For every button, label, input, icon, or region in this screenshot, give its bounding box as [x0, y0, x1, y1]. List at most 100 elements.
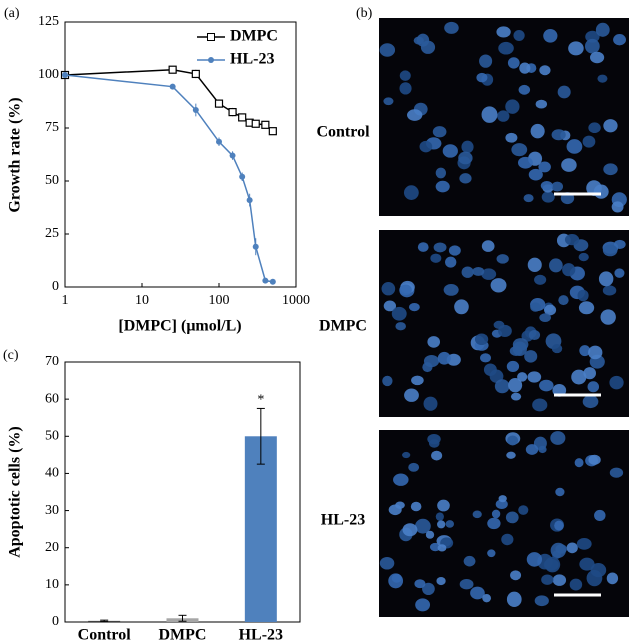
nucleus [402, 451, 411, 459]
nucleus [523, 194, 534, 203]
nucleus [594, 509, 606, 522]
legend-label: DMPC [230, 28, 278, 45]
nucleus [458, 151, 473, 165]
y-tick-label: 50 [45, 173, 59, 188]
nucleus [437, 544, 447, 552]
bar [244, 436, 277, 622]
nucleus [410, 501, 422, 512]
nucleus [535, 99, 548, 109]
nucleus [518, 84, 531, 95]
x-axis-label: [DMPC] (μmol/L) [118, 318, 241, 335]
nucleus [507, 435, 519, 446]
x-tick-label: 10 [135, 293, 149, 308]
nucleus [497, 110, 510, 122]
marker [238, 113, 247, 122]
y-tick-label: 50 [45, 429, 59, 444]
y-tick-label: 125 [38, 14, 59, 29]
panel-label: (b) [356, 6, 373, 21]
nucleus [463, 555, 476, 567]
nucleus [427, 336, 441, 348]
nucleus [448, 245, 461, 256]
x-tick-label: 100 [209, 293, 230, 308]
nucleus [393, 473, 409, 486]
nucleus [576, 538, 592, 550]
nucleus [505, 132, 518, 143]
nucleus [481, 268, 497, 280]
nucleus [568, 41, 584, 56]
nucleus [578, 301, 595, 315]
nucleus [609, 375, 624, 390]
nucleus [415, 518, 431, 534]
y-tick-label: 10 [45, 577, 59, 592]
nucleus [506, 451, 516, 459]
marker [261, 120, 270, 129]
image-label: HL-23 [321, 512, 365, 529]
panel-label: (c) [3, 348, 19, 363]
y-axis-label: Growth rate (%) [7, 97, 24, 212]
marker [268, 127, 277, 136]
nucleus [422, 362, 433, 373]
nucleus [549, 258, 563, 273]
nucleus [539, 379, 554, 392]
nucleus [461, 140, 474, 154]
nucleus [395, 501, 405, 509]
nucleus [404, 388, 419, 402]
nucleus [476, 72, 488, 83]
nucleus [587, 381, 600, 393]
nucleus [437, 351, 451, 365]
nucleus [552, 574, 567, 586]
nucleus [508, 377, 523, 393]
nucleus [606, 572, 619, 585]
marker [62, 72, 68, 78]
nucleus [435, 512, 444, 521]
nucleus [487, 549, 496, 558]
nucleus [379, 556, 395, 570]
nucleus [566, 139, 583, 154]
x-tick-label: 1 [62, 293, 69, 308]
nucleus [613, 239, 626, 249]
nucleus [588, 122, 601, 134]
nucleus [579, 557, 595, 571]
nucleus [569, 578, 583, 591]
nucleus [532, 398, 548, 412]
y-tick-label: 70 [45, 354, 59, 369]
nucleus [507, 57, 520, 69]
nucleus [494, 379, 510, 394]
nucleus [481, 240, 495, 252]
nucleus [526, 552, 543, 567]
x-tick-label: Control [78, 627, 132, 643]
nucleus [571, 369, 587, 385]
image-label: DMPC [319, 318, 367, 335]
y-tick-label: 0 [52, 279, 59, 294]
nucleus [436, 576, 446, 586]
nucleus [414, 579, 426, 589]
nucleus [395, 322, 406, 331]
nucleus [381, 282, 396, 296]
nucleus [444, 21, 459, 34]
nucleus [598, 271, 614, 287]
nucleus [419, 140, 433, 153]
nucleus [603, 119, 618, 133]
nucleus [501, 533, 514, 546]
y-axis-label: Apoptotic cells (%) [7, 426, 24, 558]
y-tick-label: 100 [38, 67, 59, 82]
nucleus [383, 97, 394, 106]
nucleus [602, 244, 618, 257]
legend-label: HL-23 [230, 51, 274, 68]
nucleus [391, 573, 402, 583]
legend-marker [208, 57, 214, 63]
nucleus [443, 283, 459, 296]
nucleus [435, 167, 447, 179]
image-label: Control [316, 124, 370, 141]
nucleus [528, 168, 543, 181]
nucleus [491, 509, 501, 519]
nucleus [496, 26, 511, 38]
nucleus [437, 499, 450, 512]
nucleus [472, 510, 482, 519]
nucleus [558, 295, 569, 306]
nucleus [517, 372, 528, 382]
nucleus [479, 54, 493, 68]
nucleus [391, 306, 407, 321]
nucleus [534, 274, 547, 285]
nucleus [585, 30, 600, 43]
